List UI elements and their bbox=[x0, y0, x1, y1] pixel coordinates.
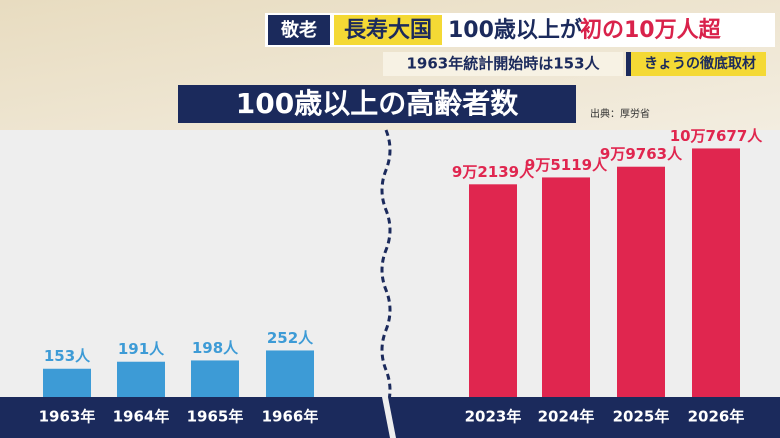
axis-break bbox=[380, 129, 392, 411]
headline: 100歳以上が bbox=[448, 17, 582, 43]
value-label: 198人 bbox=[192, 339, 239, 357]
subhead-box bbox=[383, 52, 623, 76]
value-label: 9万5119人 bbox=[525, 156, 608, 174]
x-tick-label: 1964年 bbox=[113, 408, 170, 426]
bar bbox=[692, 148, 740, 397]
x-tick-label: 2023年 bbox=[465, 408, 522, 426]
subhead: 1963年統計開始時は153人 bbox=[406, 55, 600, 73]
value-label: 9万9763人 bbox=[600, 145, 683, 163]
segment-box bbox=[626, 52, 766, 76]
bar bbox=[117, 361, 165, 397]
x-tick-label: 1965年 bbox=[187, 408, 244, 426]
bar bbox=[617, 166, 665, 397]
source: 出典：厚労省 bbox=[590, 107, 650, 120]
segment-marker bbox=[626, 52, 631, 76]
headline: 長寿大国 bbox=[344, 17, 432, 43]
bar bbox=[191, 360, 239, 397]
bar bbox=[266, 350, 314, 397]
x-tick-label: 2024年 bbox=[538, 408, 595, 426]
x-tick-label: 1963年 bbox=[39, 408, 96, 426]
value-label: 9万2139人 bbox=[452, 163, 535, 181]
value-label: 191人 bbox=[118, 340, 165, 358]
x-tick-label: 2025年 bbox=[613, 408, 670, 426]
chart-title: 100歳以上の高齢者数 bbox=[236, 87, 519, 120]
title-box bbox=[178, 85, 576, 123]
headline: 初の10万人超 bbox=[580, 17, 722, 43]
x-tick-label: 1966年 bbox=[262, 408, 319, 426]
headline-highlight bbox=[334, 15, 442, 45]
value-label: 10万7677人 bbox=[670, 127, 764, 145]
tag-box bbox=[268, 15, 330, 45]
bar bbox=[43, 368, 91, 397]
tag: 敬老 bbox=[280, 19, 317, 41]
x-tick-label: 2026年 bbox=[688, 408, 745, 426]
value-label: 252人 bbox=[267, 329, 314, 347]
axis-break-gap bbox=[382, 397, 396, 438]
value-label: 153人 bbox=[44, 347, 91, 365]
segment: きょうの徹底取材 bbox=[644, 55, 756, 72]
bar bbox=[542, 177, 590, 397]
bar bbox=[469, 184, 517, 397]
